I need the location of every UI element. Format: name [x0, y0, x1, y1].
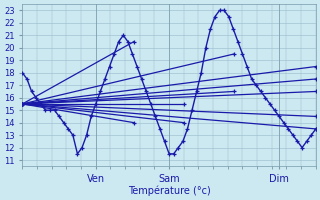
X-axis label: Température (°c): Température (°c): [128, 185, 211, 196]
